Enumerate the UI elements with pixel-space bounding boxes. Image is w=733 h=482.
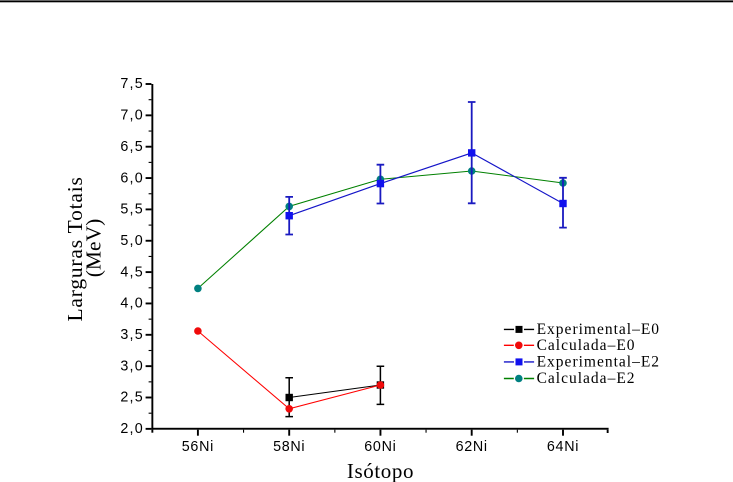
svg-text:6,0: 6,0 (120, 170, 143, 186)
svg-text:58Ni: 58Ni (273, 439, 305, 455)
svg-text:3,5: 3,5 (120, 327, 143, 343)
svg-text:Isótopo: Isótopo (347, 459, 414, 482)
svg-text:Calculada–E2: Calculada–E2 (537, 370, 636, 387)
svg-text:7,0: 7,0 (120, 108, 143, 124)
svg-text:62Ni: 62Ni (456, 439, 488, 455)
svg-text:2,5: 2,5 (120, 390, 143, 406)
svg-text:64Ni: 64Ni (547, 439, 579, 455)
svg-text:7,5: 7,5 (120, 76, 143, 92)
svg-text:56Ni: 56Ni (182, 439, 214, 455)
svg-text:(MeV): (MeV) (82, 219, 106, 278)
svg-text:6,5: 6,5 (120, 139, 143, 155)
svg-text:60Ni: 60Ni (364, 439, 396, 455)
svg-text:3,0: 3,0 (120, 358, 143, 374)
svg-text:2,0: 2,0 (120, 421, 143, 437)
svg-text:Larguras Totais: Larguras Totais (63, 176, 87, 321)
svg-text:4,0: 4,0 (120, 296, 143, 312)
svg-text:5,0: 5,0 (120, 233, 143, 249)
svg-text:4,5: 4,5 (120, 264, 143, 280)
svg-text:Experimental–E0: Experimental–E0 (537, 321, 660, 338)
svg-text:Calculada–E0: Calculada–E0 (537, 337, 636, 354)
svg-text:5,5: 5,5 (120, 202, 143, 218)
svg-text:Experimental–E2: Experimental–E2 (537, 354, 660, 371)
